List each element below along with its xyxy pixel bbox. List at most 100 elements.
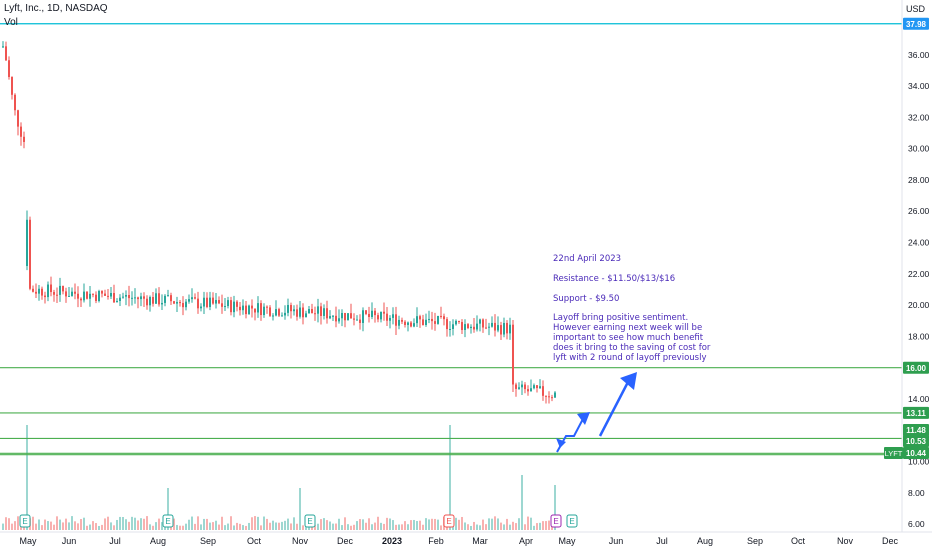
- candle-body: [263, 306, 265, 316]
- x-tick-label: Nov: [292, 536, 309, 546]
- volume-bar: [350, 525, 352, 530]
- volume-bar: [410, 520, 412, 530]
- candle-body: [62, 285, 64, 292]
- volume-bar: [17, 516, 19, 530]
- volume-bar: [344, 517, 346, 530]
- price-line-label: 10.53: [906, 437, 927, 446]
- candle-body: [254, 308, 256, 313]
- candle-body: [521, 384, 523, 388]
- candle-body: [497, 325, 499, 331]
- volume-bar: [8, 518, 10, 530]
- x-tick-label: May: [19, 536, 37, 546]
- candle-body: [479, 319, 481, 324]
- volume-bar: [56, 516, 58, 530]
- x-tick-label: Aug: [150, 536, 166, 546]
- candle-body: [41, 288, 43, 296]
- candle-body: [491, 322, 493, 327]
- volume-bar: [41, 525, 43, 530]
- volume-bar: [167, 488, 169, 530]
- volume-bar: [449, 425, 451, 530]
- candle-body: [95, 294, 97, 301]
- volume-bar: [461, 516, 463, 530]
- volume-bar: [527, 516, 529, 530]
- price-line-label-bg: [903, 17, 929, 30]
- candle-body: [503, 322, 505, 335]
- volume-bar: [407, 524, 409, 530]
- candle-body: [314, 313, 316, 315]
- volume-bar: [491, 518, 493, 530]
- candle-body: [200, 306, 202, 309]
- volume-bar: [65, 518, 67, 530]
- volume-bar: [149, 524, 151, 530]
- candle-body: [158, 293, 160, 305]
- x-tick-label: Feb: [428, 536, 444, 546]
- x-tick-label: Aug: [697, 536, 713, 546]
- price-line-label: 11.48: [906, 426, 926, 435]
- volume-bar: [257, 516, 259, 530]
- volume-bar: [296, 523, 298, 530]
- volume-bar: [455, 517, 457, 530]
- candle-body: [413, 323, 415, 327]
- candle-body: [434, 321, 436, 324]
- volume-bar: [263, 516, 265, 530]
- volume-bar: [266, 518, 268, 530]
- volume-bar: [500, 522, 502, 530]
- candle-body: [386, 313, 388, 321]
- candle-body: [11, 76, 13, 95]
- volume-bar: [218, 524, 220, 530]
- candle-body: [149, 297, 151, 306]
- candle-body: [92, 293, 94, 295]
- candle-body: [455, 320, 457, 325]
- candle-body: [323, 308, 325, 316]
- volume-bar: [176, 524, 178, 530]
- candle-body: [518, 387, 520, 389]
- candle-body: [290, 304, 292, 312]
- candle-body: [401, 319, 403, 322]
- volume-bar: [116, 519, 118, 530]
- volume-bar: [470, 525, 472, 530]
- volume-bar: [131, 516, 133, 530]
- event-marker: [550, 514, 562, 528]
- candle-body: [236, 301, 238, 307]
- volume-bar: [512, 521, 514, 530]
- note-comment: Layoff bring positive sentiment. However…: [553, 313, 711, 363]
- candle-body: [197, 298, 199, 309]
- volume-bar: [182, 525, 184, 530]
- volume-bar: [479, 525, 481, 530]
- y-tick-label: 10.00: [908, 457, 930, 467]
- candle-body: [113, 293, 115, 303]
- volume-bar: [272, 520, 274, 530]
- candle-body: [185, 301, 187, 308]
- candle-body: [389, 317, 391, 321]
- volume-bar: [245, 525, 247, 530]
- volume-bar: [362, 519, 364, 530]
- candle-body: [278, 309, 280, 316]
- volume-bar: [122, 517, 124, 530]
- volume-bar: [137, 520, 139, 530]
- candle-body: [317, 306, 319, 314]
- volume-bar: [230, 516, 232, 530]
- volume-bar: [32, 516, 34, 530]
- candle-body: [410, 322, 412, 327]
- candle-body: [248, 305, 250, 315]
- candle-body: [425, 319, 427, 326]
- volume-bar: [146, 516, 148, 530]
- candle-body: [224, 306, 226, 308]
- candle-body: [212, 297, 214, 304]
- candle-body: [116, 300, 118, 303]
- volume-bar: [437, 519, 439, 530]
- volume-bar: [542, 521, 544, 530]
- candle-body: [239, 306, 241, 311]
- candle-body: [191, 297, 193, 300]
- candle-body: [461, 322, 463, 330]
- candle-body: [20, 126, 22, 137]
- candle-body: [59, 285, 61, 295]
- candle-body: [383, 311, 385, 314]
- volume-bar: [224, 525, 226, 530]
- y-tick-label: 18.00: [908, 331, 930, 341]
- volume-bar: [110, 522, 112, 530]
- candle-body: [182, 303, 184, 308]
- y-tick-label: 20.00: [908, 300, 930, 310]
- volume-bar: [248, 522, 250, 530]
